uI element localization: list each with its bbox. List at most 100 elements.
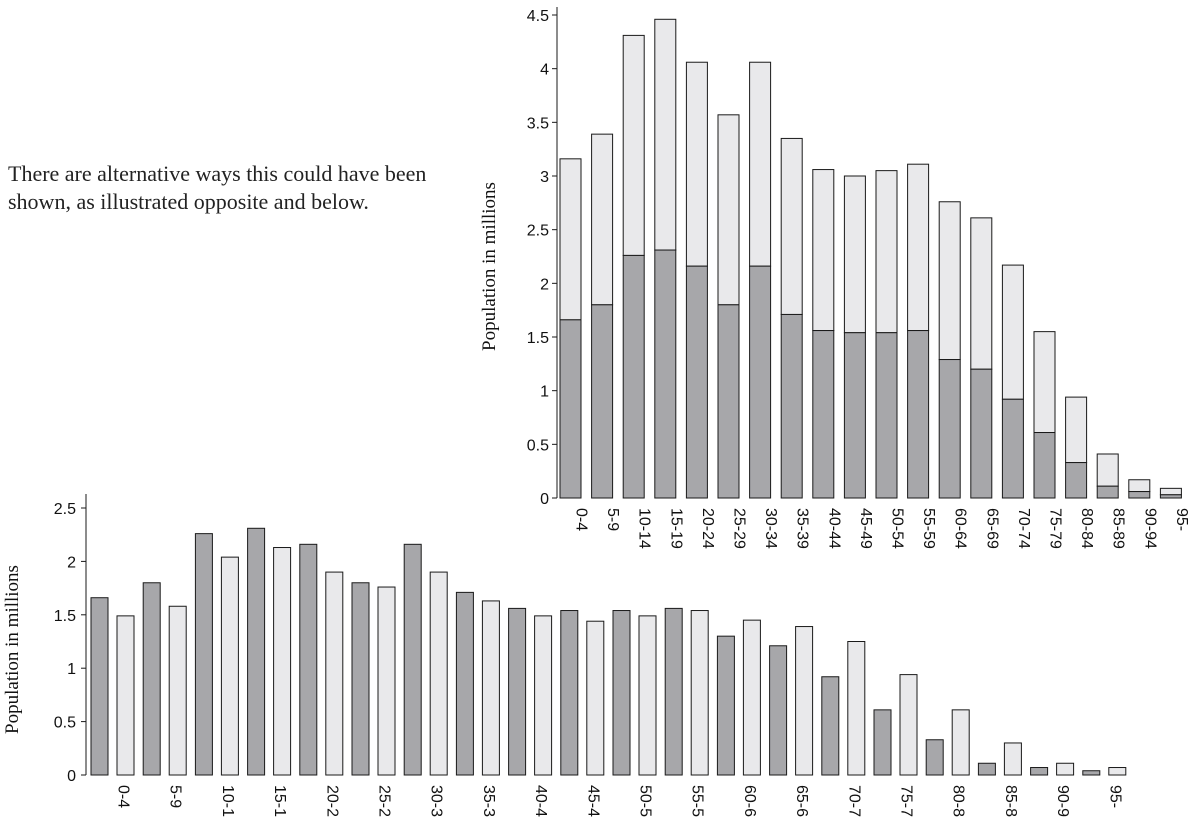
x-tick-label: 35-3 [480, 785, 497, 817]
y-tick-label: 0 [67, 768, 76, 785]
bar-dark [821, 676, 840, 776]
bar-dark [403, 543, 422, 776]
bar-segment-lower [717, 304, 740, 499]
bar-dark [612, 610, 631, 776]
bar-light [481, 600, 500, 776]
x-tick-label: 90-9 [1054, 785, 1071, 817]
y-tick-label: 4.5 [527, 8, 549, 25]
y-tick-label: 3.5 [527, 115, 549, 132]
bar-segment-lower [591, 304, 614, 499]
bar-light [1003, 742, 1022, 776]
x-tick-label: 0-4 [573, 508, 590, 531]
bar-segment-lower [654, 249, 677, 499]
bar-light [795, 626, 814, 776]
bar-segment-lower [622, 254, 645, 499]
bar-segment-lower [1033, 432, 1056, 499]
y-tick-label: 4 [540, 62, 549, 79]
bar-dark [1030, 767, 1049, 776]
x-tick-label: 15-19 [667, 508, 684, 549]
y-tick-label: 0.5 [527, 437, 549, 454]
bar-segment-lower [1159, 494, 1182, 499]
y-tick-label: 1.5 [527, 330, 549, 347]
x-tick-label: 50-54 [889, 508, 906, 549]
bar-light [899, 674, 918, 776]
bar-segment-lower [843, 332, 866, 499]
x-tick-label: 10-1 [219, 785, 236, 817]
bar-light [168, 605, 187, 776]
y-tick-label: 0 [540, 491, 549, 508]
bar-dark [142, 582, 161, 776]
y-axis-label: Population in millions [2, 565, 23, 734]
x-tick-label: 30-3 [428, 785, 445, 817]
bar-segment-lower [685, 265, 708, 499]
x-tick-label: 55-59 [920, 508, 937, 549]
bar-light [325, 571, 344, 776]
bar-segment-lower [780, 313, 803, 499]
bar-light [377, 586, 396, 776]
x-tick-label: 20-24 [699, 508, 716, 549]
x-tick-label: 45-4 [584, 785, 601, 817]
y-tick-label: 2 [67, 554, 76, 571]
x-tick-label: 0-4 [115, 785, 132, 808]
x-tick-label: 45-49 [857, 508, 874, 549]
x-tick-label: 95- [1173, 508, 1190, 531]
x-tick-label: 15-1 [271, 785, 288, 817]
y-tick-label: 2.5 [527, 223, 549, 240]
bar-light [1108, 767, 1127, 776]
bar-segment-lower [559, 319, 582, 499]
y-tick-label: 2.5 [54, 501, 76, 518]
x-tick-label: 50-5 [637, 785, 654, 817]
bar-segment-lower [907, 330, 930, 499]
bar-dark [1082, 770, 1101, 776]
bar-dark [925, 739, 944, 776]
x-tick-label: 40-4 [532, 785, 549, 817]
bar-segment-lower [1096, 485, 1119, 499]
x-tick-label: 25-29 [731, 508, 748, 549]
bar-dark [873, 709, 892, 776]
y-tick-label: 1 [67, 661, 76, 678]
bar-dark [664, 607, 683, 776]
bar-light [429, 571, 448, 776]
bar-dark [247, 527, 266, 776]
bar-light [638, 615, 657, 776]
x-tick-label: 75-7 [898, 785, 915, 817]
bar-dark [351, 582, 370, 776]
y-tick-label: 2 [540, 276, 549, 293]
x-tick-label: 5-9 [167, 785, 184, 808]
bar-light [742, 619, 761, 776]
x-tick-label: 35-39 [794, 508, 811, 549]
x-tick-label: 20-2 [323, 785, 340, 817]
y-tick-label: 1.5 [54, 608, 76, 625]
x-tick-label: 65-6 [793, 785, 810, 817]
x-tick-label: 75-79 [1047, 508, 1064, 549]
y-tick-label: 3 [540, 169, 549, 186]
x-tick-label: 25-2 [376, 785, 393, 817]
bar-dark [508, 607, 527, 776]
bar-dark [90, 597, 109, 776]
bar-light [1056, 762, 1075, 776]
x-tick-label: 70-74 [1015, 508, 1032, 549]
bar-dark [769, 645, 788, 776]
y-tick-label: 0.5 [54, 715, 76, 732]
bar-segment-lower [1001, 398, 1024, 499]
x-tick-label: 80-84 [1078, 508, 1095, 549]
bar-dark [977, 762, 996, 776]
x-tick-label: 10-14 [636, 508, 653, 549]
x-tick-label: 85-8 [1002, 785, 1019, 817]
bar-segment-lower [749, 265, 772, 499]
bar-dark [194, 533, 213, 776]
x-tick-label: 65-69 [983, 508, 1000, 549]
bar-light [220, 556, 239, 776]
bar-segment-lower [1128, 491, 1151, 499]
bar-light [586, 620, 605, 776]
bar-light [273, 547, 292, 776]
x-tick-label: 60-6 [741, 785, 758, 817]
intro-text: There are alternative ways this could ha… [8, 161, 427, 214]
bar-light [116, 615, 135, 776]
bar-light [690, 610, 709, 776]
x-tick-label: 70-7 [845, 785, 862, 817]
x-tick-label: 30-34 [762, 508, 779, 549]
bar-dark [455, 591, 474, 776]
